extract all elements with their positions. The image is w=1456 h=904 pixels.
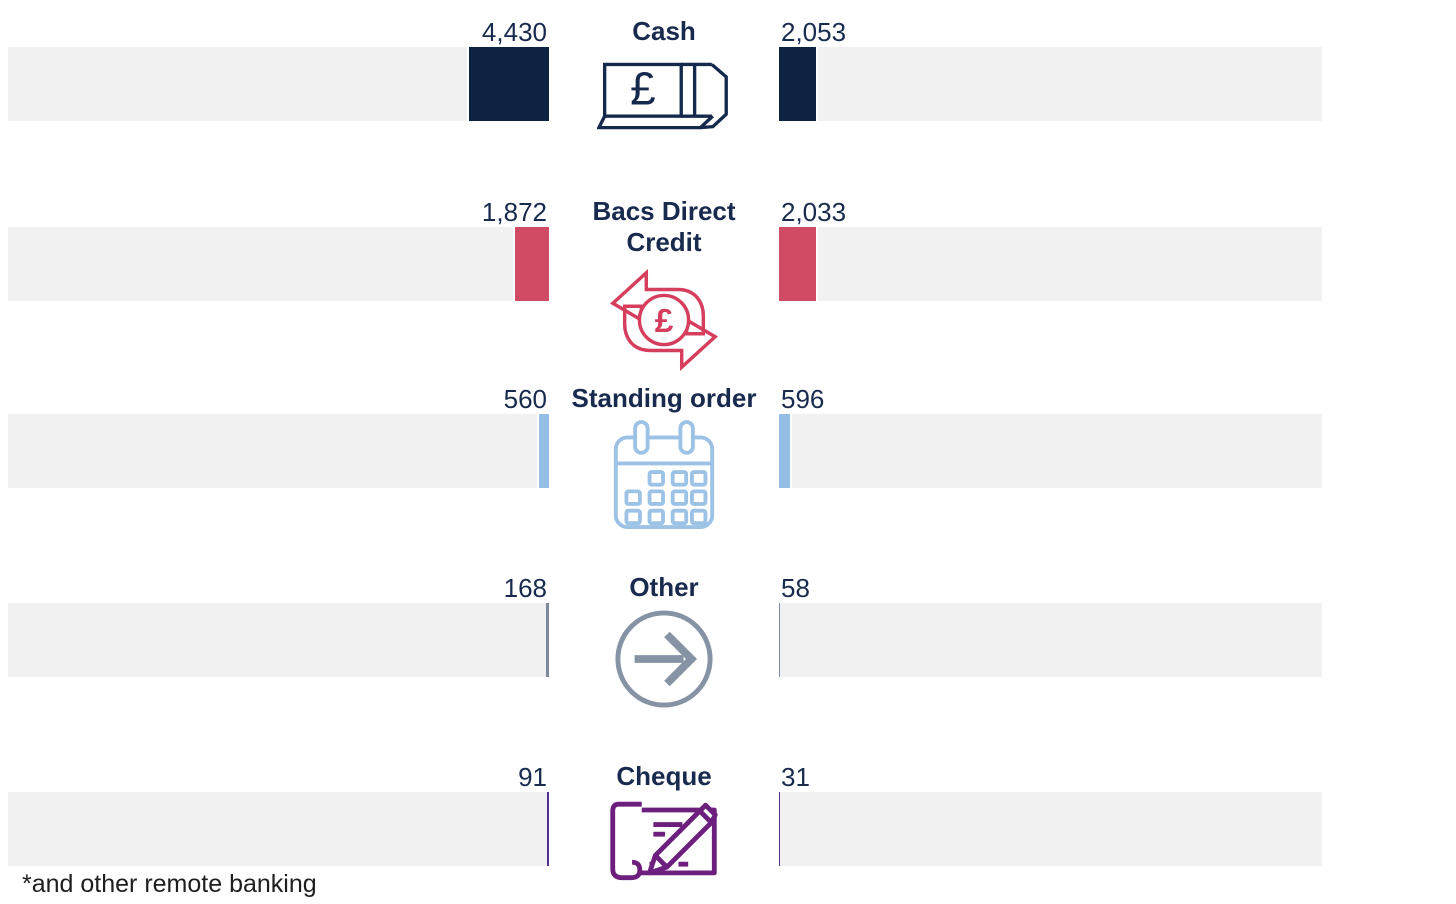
- category-column: Standing order: [549, 381, 779, 529]
- right-bar: [779, 227, 816, 301]
- right-bar: [779, 414, 790, 488]
- right-bar-zone: 2,033: [779, 194, 1322, 301]
- right-bar-track: [779, 227, 1322, 301]
- right-bar: [779, 603, 781, 677]
- category-column: Cash £: [549, 14, 779, 130]
- right-value-label: 2,053: [781, 17, 847, 47]
- row-title: Other: [629, 572, 699, 602]
- row-title: Cash: [632, 16, 696, 46]
- right-value-label: 31: [781, 762, 810, 792]
- left-bar-track: [8, 414, 549, 488]
- right-value-label: 596: [781, 384, 825, 414]
- category-column: Cheque: [549, 759, 779, 881]
- left-bar: [545, 603, 549, 677]
- left-bar-zone: 4,430: [8, 14, 549, 121]
- left-value-label: 4,430: [481, 17, 547, 47]
- left-bar: [515, 227, 549, 301]
- right-bar-track: [779, 792, 1322, 866]
- chart-row-other: 168 Other 58: [0, 570, 1456, 708]
- row-title: Bacs Direct Credit: [592, 196, 736, 257]
- right-bar-zone: 2,053: [779, 14, 1322, 121]
- right-bar-track: [779, 603, 1322, 677]
- left-bar-track: [8, 47, 549, 121]
- left-bar-track: [8, 227, 549, 301]
- chart-row-cash: 4,430 Cash £ 2,053: [0, 14, 1456, 130]
- right-bar-zone: 58: [779, 570, 1322, 677]
- category-column: Other: [549, 570, 779, 708]
- left-bar-zone: 1,872: [8, 194, 549, 301]
- right-bar-track: [779, 47, 1322, 121]
- right-bar: [779, 792, 780, 866]
- right-value-label: 2,033: [781, 197, 847, 227]
- chart-footnote: *and other remote banking: [22, 870, 317, 898]
- right-bar-zone: 31: [779, 759, 1322, 866]
- category-column: Bacs Direct Credit £: [549, 194, 779, 372]
- left-bar: [538, 414, 549, 488]
- svg-text:£: £: [655, 303, 674, 340]
- left-bar-zone: 168: [8, 570, 549, 677]
- banknote-icon: £: [597, 58, 731, 136]
- cheque-pen-icon: [605, 795, 723, 885]
- arrow-right-circle-icon: [613, 608, 715, 710]
- left-bar-zone: 560: [8, 381, 549, 488]
- chart-row-standing-order: 560 Standing order: [0, 381, 1456, 529]
- right-bar: [779, 47, 817, 121]
- currency-transfer-icon: £: [605, 260, 723, 380]
- right-bar-track: [779, 414, 1322, 488]
- left-value-label: 168: [503, 573, 547, 603]
- svg-text:£: £: [630, 63, 656, 115]
- left-bar-zone: 91: [8, 759, 549, 866]
- chart-row-bacs-direct-credit: 1,872 Bacs Direct Credit £ 2,033: [0, 194, 1456, 372]
- calendar-icon: [611, 418, 717, 532]
- left-bar: [547, 792, 549, 866]
- chart-row-cheque: 91 Cheque 31: [0, 759, 1456, 881]
- left-bar-track: [8, 792, 549, 866]
- row-title: Cheque: [616, 761, 712, 791]
- left-value-label: 91: [518, 762, 547, 792]
- row-title: Standing order: [571, 383, 757, 413]
- right-value-label: 58: [781, 573, 810, 603]
- left-value-label: 1,872: [481, 197, 547, 227]
- right-bar-zone: 596: [779, 381, 1322, 488]
- left-value-label: 560: [503, 384, 547, 414]
- left-bar-track: [8, 603, 549, 677]
- left-bar: [469, 47, 549, 121]
